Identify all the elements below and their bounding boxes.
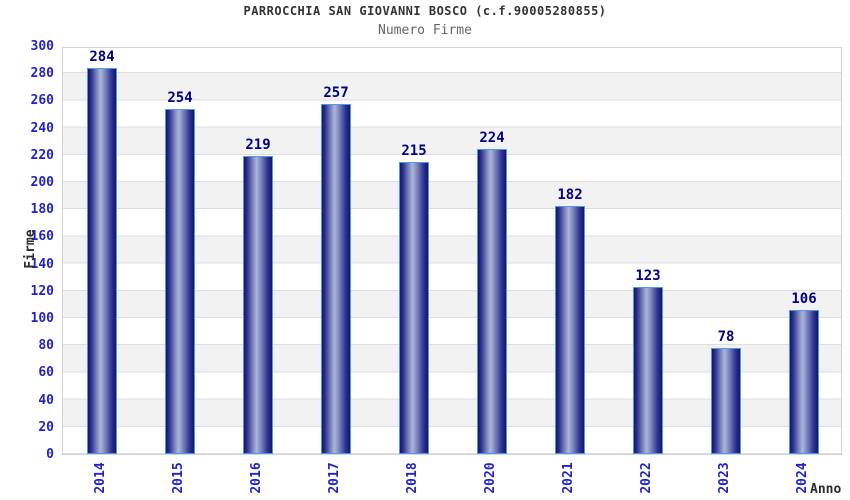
x-tick-label-2017: 2017 (327, 462, 342, 494)
bar-value-label: 123 (635, 267, 661, 284)
bar-slot-2016: 219 (219, 48, 297, 454)
x-tick-label-2022: 2022 (639, 462, 654, 494)
bar-value-label: 215 (401, 142, 427, 159)
bar-2015 (165, 108, 195, 454)
x-axis-title: Anno (810, 482, 842, 497)
bar-value-label: 284 (89, 48, 115, 65)
bar-2018 (399, 161, 429, 454)
bar-slot-2015: 254 (141, 48, 219, 454)
bar-value-label: 254 (167, 89, 193, 106)
bar-2014 (87, 67, 117, 454)
x-tick-label-2024: 2024 (795, 462, 810, 494)
y-tick-label: 180 (30, 202, 54, 218)
bar-slot-2021: 182 (531, 48, 609, 454)
bar-value-label: 219 (245, 137, 271, 154)
y-tick-label: 0 (46, 447, 54, 462)
y-tick-label: 20 (38, 419, 54, 435)
y-tick-label: 220 (30, 147, 54, 163)
bar-slot-2020: 224 (453, 48, 531, 454)
bar-value-label: 106 (791, 290, 817, 307)
y-tick-label: 300 (30, 39, 54, 54)
chart-subtitle: Numero Firme (378, 23, 472, 38)
bar-slot-2022: 123 (609, 48, 687, 454)
bar-value-label: 78 (717, 328, 735, 345)
bar-2023 (711, 347, 741, 454)
bar-value-label: 257 (323, 85, 349, 102)
x-tick-label-2016: 2016 (249, 462, 264, 494)
y-tick-label: 60 (38, 365, 54, 381)
bar-slot-2018: 215 (375, 48, 453, 454)
bar-2016 (243, 156, 273, 454)
bar-2017 (321, 104, 351, 454)
y-tick-label: 260 (30, 93, 54, 109)
x-tick-label-2018: 2018 (405, 462, 420, 494)
plot-area: 284 254 219 257 215 224 182 123 78 106 (62, 47, 842, 455)
y-tick-label: 40 (38, 392, 54, 408)
x-tick-label-2021: 2021 (561, 462, 576, 494)
bar-2024 (789, 309, 819, 454)
x-tick-label-2015: 2015 (171, 462, 186, 494)
bar-slot-2014: 284 (63, 48, 141, 454)
y-tick-label: 140 (30, 256, 54, 272)
y-tick-label: 80 (38, 338, 54, 354)
x-tick-label-2020: 2020 (483, 462, 498, 494)
y-tick-label: 200 (30, 175, 54, 190)
bar-2020 (477, 149, 507, 454)
y-tick-label: 100 (30, 311, 54, 326)
y-tick-label: 160 (30, 229, 54, 245)
bar-value-label: 224 (479, 130, 505, 147)
x-tick-label-2023: 2023 (717, 462, 732, 494)
y-axis-title: Firme (23, 229, 38, 269)
bar-slot-2024: 106 (765, 48, 843, 454)
y-tick-label: 120 (30, 283, 54, 299)
bar-slot-2017: 257 (297, 48, 375, 454)
y-tick-label: 280 (30, 66, 54, 82)
x-tick-label-2014: 2014 (93, 462, 108, 494)
bar-2022 (633, 286, 663, 454)
y-tick-label: 240 (30, 120, 54, 136)
chart-title: PARROCCHIA SAN GIOVANNI BOSCO (c.f.90005… (243, 4, 607, 18)
bar-slot-2023: 78 (687, 48, 765, 454)
bar-value-label: 182 (557, 187, 583, 204)
bar-2021 (555, 206, 585, 454)
